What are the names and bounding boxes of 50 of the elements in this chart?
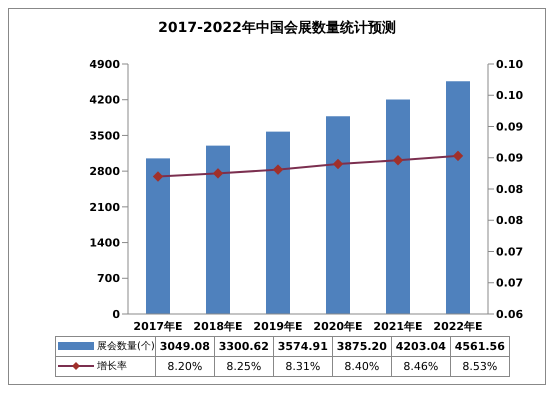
bar — [206, 146, 230, 314]
data-label: 3574.91 — [273, 336, 332, 356]
data-label: 3875.20 — [332, 336, 392, 356]
bar — [326, 116, 350, 314]
y2-tick-label: 0.10 — [496, 58, 524, 71]
data-label: 4203.04 — [391, 336, 450, 356]
legend-label: 展会数量(个) — [97, 340, 155, 353]
point — [393, 155, 403, 166]
x-tick-label: 2018年E — [193, 320, 243, 333]
data-label: 8.40% — [332, 356, 392, 376]
data-label: 8.25% — [214, 356, 274, 376]
data-label: 8.53% — [450, 356, 510, 376]
point — [213, 168, 223, 178]
x-tick-label: 2021年E — [373, 320, 423, 333]
x-tick-label: 2017年E — [133, 320, 183, 333]
y-tick-label: 3500 — [89, 129, 120, 142]
bar — [386, 100, 410, 314]
y2-tick-label: 0.09 — [496, 152, 524, 165]
data-label: 3300.62 — [214, 336, 274, 356]
y-tick-label: 4200 — [89, 94, 120, 107]
data-label: 8.20% — [155, 356, 214, 376]
y2-tick-label: 0.08 — [496, 214, 524, 228]
data-label: 8.31% — [273, 356, 332, 376]
y-tick-label: 2100 — [89, 200, 120, 214]
y2-tick-label: 0.07 — [496, 276, 524, 290]
y2-tick-label: 0.08 — [496, 182, 524, 196]
y-tick-label: 1400 — [89, 236, 120, 250]
y2-tick-label: 0.07 — [496, 245, 524, 258]
point — [273, 164, 283, 175]
data-label: 4561.56 — [450, 336, 510, 356]
y-tick-label: 700 — [97, 272, 120, 286]
y-tick-label: 0 — [112, 308, 120, 321]
data-label: 3049.08 — [155, 336, 214, 356]
legend-label: 增长率 — [97, 360, 127, 373]
y2-tick-label: 0.06 — [496, 308, 524, 321]
x-tick-label: 2020年E — [313, 320, 363, 333]
y2-tick-label: 0.09 — [496, 120, 524, 134]
bar — [146, 158, 170, 314]
y2-tick-label: 0.10 — [496, 89, 524, 102]
point — [333, 159, 343, 169]
point — [453, 150, 463, 161]
data-label: 8.46% — [391, 356, 450, 376]
bar — [446, 81, 470, 314]
chart-title: 2017-2022年中国会展数量统计预测 — [157, 19, 397, 37]
x-tick-label: 2022年E — [433, 320, 483, 333]
bar — [266, 132, 290, 314]
y-tick-label: 2800 — [89, 165, 120, 178]
x-tick-label: 2019年E — [253, 320, 303, 333]
y-tick-label: 4900 — [89, 58, 120, 71]
point — [153, 172, 163, 182]
